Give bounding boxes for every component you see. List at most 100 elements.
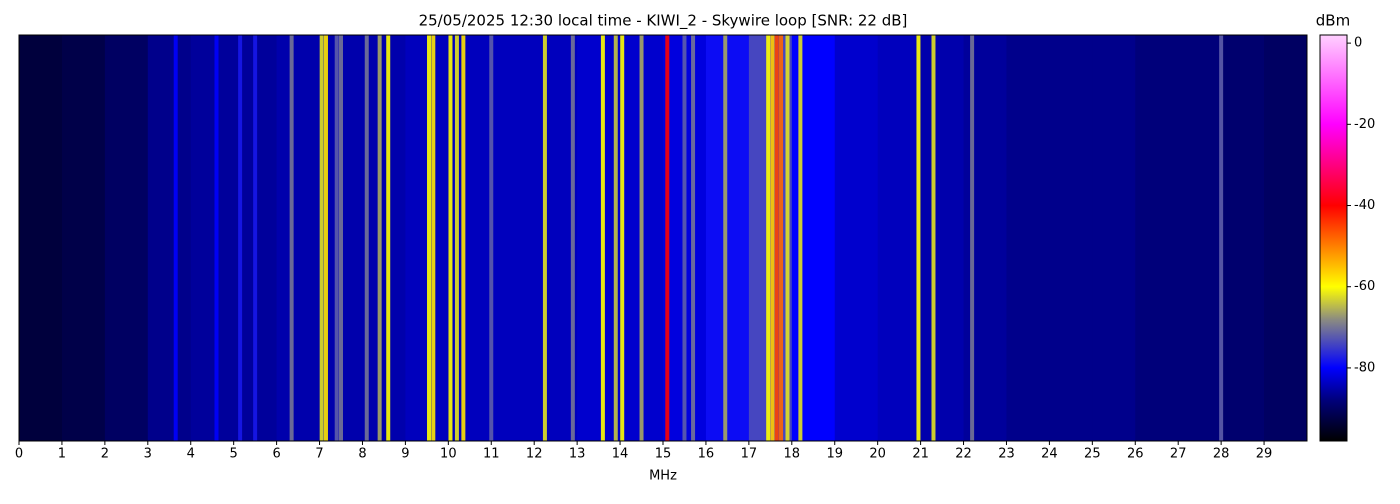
- plot-area: [19, 35, 1308, 441]
- background-band: [577, 35, 621, 441]
- signal-line: [970, 35, 975, 441]
- background-band: [104, 35, 149, 441]
- background-band: [920, 35, 965, 441]
- signal-line: [665, 35, 670, 441]
- signal-line: [427, 35, 432, 441]
- x-tick-label: 25: [1084, 447, 1101, 462]
- x-tick-label: 7: [315, 447, 323, 462]
- x-tick-label: 28: [1213, 447, 1230, 462]
- background-band: [534, 35, 578, 441]
- x-tick-label: 20: [869, 447, 886, 462]
- signal-line: [691, 35, 696, 441]
- signal-line: [785, 35, 790, 441]
- x-tick-label: 12: [526, 447, 543, 462]
- background-band: [362, 35, 406, 441]
- background-band: [19, 35, 63, 441]
- signal-line: [454, 35, 459, 441]
- x-tick-label: 19: [826, 447, 843, 462]
- background-band: [834, 35, 879, 441]
- x-axis-label: MHz: [649, 469, 677, 484]
- colorbar-label: dBm: [1316, 12, 1350, 30]
- signal-line: [489, 35, 494, 441]
- background-band: [1135, 35, 1179, 441]
- signal-line: [1219, 35, 1224, 441]
- signal-line: [682, 35, 687, 441]
- background-band: [448, 35, 492, 441]
- signal-line: [770, 35, 775, 441]
- colorbar-tick-label: 0: [1354, 36, 1362, 51]
- x-tick-label: 11: [483, 447, 500, 462]
- x-tick-label: 5: [230, 447, 238, 462]
- x-tick-label: 16: [698, 447, 715, 462]
- x-tick-label: 22: [955, 447, 972, 462]
- x-tick-label: 23: [998, 447, 1015, 462]
- x-tick-label: 3: [144, 447, 152, 462]
- signal-line: [620, 35, 625, 441]
- background-band: [61, 35, 106, 441]
- signal-line: [779, 35, 784, 441]
- background-band: [791, 35, 836, 441]
- x-tick-label: 21: [912, 447, 929, 462]
- background-band: [1049, 35, 1093, 441]
- x-tick-label: 29: [1256, 447, 1273, 462]
- signal-line: [461, 35, 466, 441]
- background-band: [190, 35, 235, 441]
- signal-line: [766, 35, 771, 441]
- background-band: [1092, 35, 1136, 441]
- signal-line: [448, 35, 453, 441]
- x-tick-label: 1: [58, 447, 66, 462]
- colorbar-tick-label: -80: [1354, 360, 1375, 375]
- colorbar-tick-label: -40: [1354, 198, 1375, 213]
- x-tick-label: 10: [440, 447, 457, 462]
- signal-line: [173, 35, 178, 441]
- signal-line: [774, 35, 779, 441]
- signal-line: [639, 35, 644, 441]
- x-tick-label: 26: [1127, 447, 1144, 462]
- signal-line: [916, 35, 921, 441]
- x-tick-label: 18: [784, 447, 801, 462]
- chart-title: 25/05/2025 12:30 local time - KIWI_2 - S…: [419, 12, 908, 31]
- x-tick-label: 6: [272, 447, 280, 462]
- signal-line: [798, 35, 803, 441]
- signal-line: [600, 35, 605, 441]
- signal-line: [542, 35, 547, 441]
- signal-line: [289, 35, 294, 441]
- x-tick-label: 8: [358, 447, 366, 462]
- signal-line: [238, 35, 243, 441]
- signal-line: [723, 35, 728, 441]
- background-band: [491, 35, 535, 441]
- x-tick-label: 27: [1170, 447, 1187, 462]
- x-tick-label: 4: [187, 447, 195, 462]
- background-band: [276, 35, 321, 441]
- x-tick-label: 14: [612, 447, 629, 462]
- signal-line: [431, 35, 436, 441]
- background-band: [1178, 35, 1222, 441]
- x-tick-label: 9: [401, 447, 409, 462]
- signal-line: [570, 35, 575, 441]
- colorbar-tick-label: -20: [1354, 117, 1375, 132]
- colorbar: [1319, 34, 1348, 442]
- background-band: [1006, 35, 1050, 441]
- x-tick-label: 24: [1041, 447, 1058, 462]
- signal-line: [377, 35, 382, 441]
- x-tick-label: 13: [569, 447, 586, 462]
- x-tick-label: 2: [101, 447, 109, 462]
- signal-line: [339, 35, 343, 441]
- x-tick-label: 0: [15, 447, 23, 462]
- x-tick-label: 15: [655, 447, 672, 462]
- background-band: [1221, 35, 1265, 441]
- signal-line: [214, 35, 219, 441]
- signal-line: [386, 35, 391, 441]
- signal-line: [931, 35, 936, 441]
- signal-line: [319, 35, 324, 441]
- signal-line: [334, 35, 339, 441]
- background-band: [963, 35, 1007, 441]
- signal-line: [323, 35, 328, 441]
- background-band: [147, 35, 192, 441]
- signal-line: [364, 35, 369, 441]
- background-band: [705, 35, 750, 441]
- signal-line: [253, 35, 258, 441]
- signal-line: [613, 35, 618, 441]
- x-tick-label: 17: [741, 447, 758, 462]
